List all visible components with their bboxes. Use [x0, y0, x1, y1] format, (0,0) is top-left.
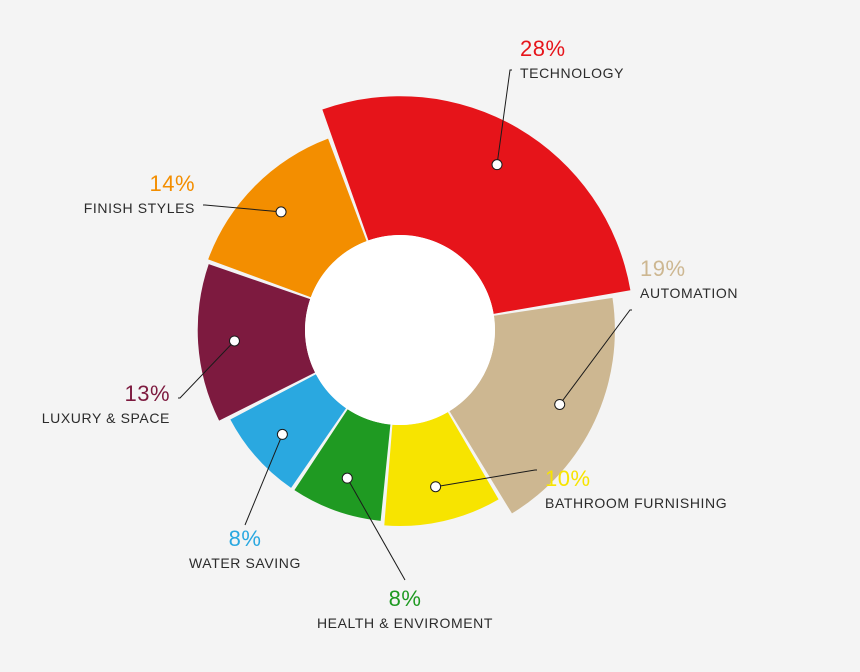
leader-marker	[342, 473, 352, 483]
leader-marker	[492, 160, 502, 170]
slice-label: TECHNOLOGY	[520, 65, 624, 81]
slice-label: WATER SAVING	[189, 555, 301, 571]
slice-percent: 10%	[545, 466, 591, 491]
slice-percent: 8%	[229, 526, 262, 551]
slice-percent: 14%	[149, 171, 195, 196]
leader-marker	[555, 399, 565, 409]
slice-percent: 8%	[389, 586, 422, 611]
leader-marker	[431, 482, 441, 492]
donut-hole	[305, 235, 495, 425]
slice-label: FINISH STYLES	[84, 200, 195, 216]
slice-label: HEALTH & ENVIROMENT	[317, 615, 493, 631]
leader-marker	[277, 429, 287, 439]
donut-chart: 28% TECHNOLOGY 19% AUTOMATION 10% BATHROOM FU…	[0, 0, 860, 672]
leader-marker	[276, 207, 286, 217]
slice-label: BATHROOM FURNISHING	[545, 495, 727, 511]
leader-marker	[229, 336, 239, 346]
slice-percent: 13%	[124, 381, 170, 406]
slice-percent: 19%	[640, 256, 686, 281]
slice-label: LUXURY & SPACE	[42, 410, 170, 426]
slice-label: AUTOMATION	[640, 285, 738, 301]
slice-percent: 28%	[520, 36, 566, 61]
